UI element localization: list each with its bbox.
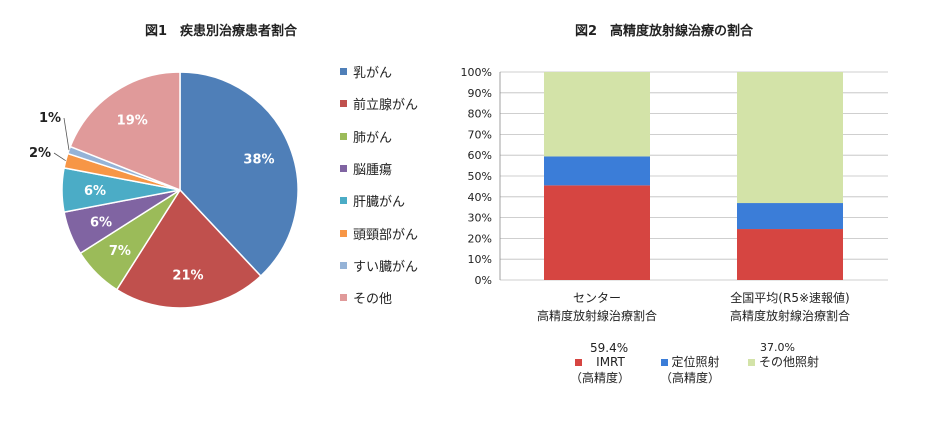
pie-legend-item-7: その他	[340, 288, 392, 307]
pie-legend-item-6: すい臓がん	[340, 256, 418, 275]
pie-slice-1	[115, 188, 262, 309]
pie-label-3: 6%	[90, 215, 112, 230]
pie-slice-0	[179, 71, 299, 278]
legend-other-label: その他照射	[759, 355, 820, 369]
y-tick-label: 30%	[468, 212, 492, 225]
pie-label-4: 6%	[84, 184, 106, 199]
pie-legend-swatch	[340, 68, 347, 75]
pie-label-6: 1%	[39, 111, 61, 126]
y-tick-label: 100%	[461, 66, 492, 79]
pie-leader-6	[63, 117, 70, 151]
pie-legend-swatch	[340, 197, 347, 205]
y-tick-label: 70%	[468, 128, 492, 141]
legend-imrt: IMRT （高精度）	[570, 354, 630, 386]
pie-legend-label: 肺がん	[353, 130, 393, 146]
pie-label-0: 38%	[243, 153, 274, 168]
legend-stereotactic-sub: （高精度）	[660, 371, 721, 385]
y-tick-label: 80%	[468, 108, 492, 121]
y-tick-label: 90%	[468, 87, 492, 100]
x-category-label: 全国平均(R5※速報値)	[730, 290, 849, 305]
y-tick-label: 10%	[468, 253, 492, 266]
x-category-sublabel: 高精度放射線治療割合	[730, 308, 850, 323]
pie-legend-swatch	[340, 164, 347, 172]
pie-label-2: 7%	[109, 244, 131, 259]
bar-segment-1-1	[737, 203, 843, 230]
pie-legend-item-4: 肝臓がん	[340, 191, 405, 210]
bar-segment-0-0	[544, 185, 650, 280]
pie-label-5: 2%	[29, 146, 51, 161]
y-tick-label: 20%	[468, 232, 492, 245]
pie-legend-label: 肝臓がん	[353, 195, 406, 211]
legend-stereotactic: 定位照射 （高精度）	[660, 354, 720, 386]
pie-legend-swatch	[340, 229, 347, 237]
pie-legend-item-1: 前立腺がん	[340, 94, 418, 113]
pie-legend-item-2: 肺がん	[340, 127, 392, 146]
annotation-center-total: 59.4%	[590, 341, 629, 355]
bar-segment-0-1	[544, 156, 650, 186]
pie-legend-item-5: 頭頸部がん	[340, 224, 418, 243]
pie-legend-item-3: 脳腫瘍	[340, 159, 392, 178]
pie-legend-label: 乳がん	[353, 66, 393, 81]
bar-segment-1-0	[737, 229, 843, 280]
pie-legend-swatch	[340, 294, 347, 302]
annotation-national-total: 37.0%	[760, 341, 795, 354]
x-category-label: センター	[573, 291, 621, 305]
pie-legend-item-0: 乳がん	[340, 62, 392, 81]
pie-legend-swatch	[340, 261, 347, 269]
bar-segment-1-2	[737, 72, 843, 204]
pie-legend-swatch	[340, 132, 347, 140]
bar-segment-0-2	[544, 72, 650, 157]
legend-stereotactic-swatch	[660, 359, 668, 366]
pie-label-1: 21%	[172, 269, 203, 284]
legend-stereotactic-label: 定位照射	[671, 355, 720, 369]
pie-legend-label: 脳腫瘍	[353, 162, 393, 178]
legend-imrt-swatch	[575, 359, 583, 366]
y-tick-label: 0%	[475, 274, 492, 287]
bar-chart-title: 図2 高精度放射線治療の割合	[575, 24, 754, 39]
x-category-sublabel: 高精度放射線治療割合	[537, 308, 657, 323]
y-tick-label: 40%	[468, 191, 492, 204]
pie-chart: 38% 21% 7% 6% 6% 2% 1% 19%	[29, 71, 299, 309]
pie-legend-label: すい臓がん	[353, 259, 419, 275]
stacked-bar-chart: 0% 10% 20% 30% 40% 50% 60% 70% 80% 90% 100% センター高精度…	[461, 66, 888, 323]
pie-slice-7	[69, 71, 181, 192]
legend-other-swatch	[748, 359, 755, 366]
pie-legend-label: その他	[353, 292, 393, 308]
legend-imrt-label: IMRT	[596, 355, 625, 369]
y-tick-label: 60%	[468, 149, 492, 162]
pie-legend-label: 前立腺がん	[353, 98, 419, 114]
legend-imrt-sub: （高精度）	[570, 371, 631, 385]
pie-legend-label: 頭頸部がん	[353, 227, 419, 243]
y-tick-label: 50%	[468, 170, 492, 183]
pie-chart-title: 図1 疾患別治療患者割合	[145, 24, 298, 39]
pie-label-7: 19%	[117, 114, 148, 129]
pie-legend-swatch	[340, 100, 347, 108]
pie-leader-5	[53, 152, 66, 161]
legend-other: その他照射	[748, 354, 819, 370]
